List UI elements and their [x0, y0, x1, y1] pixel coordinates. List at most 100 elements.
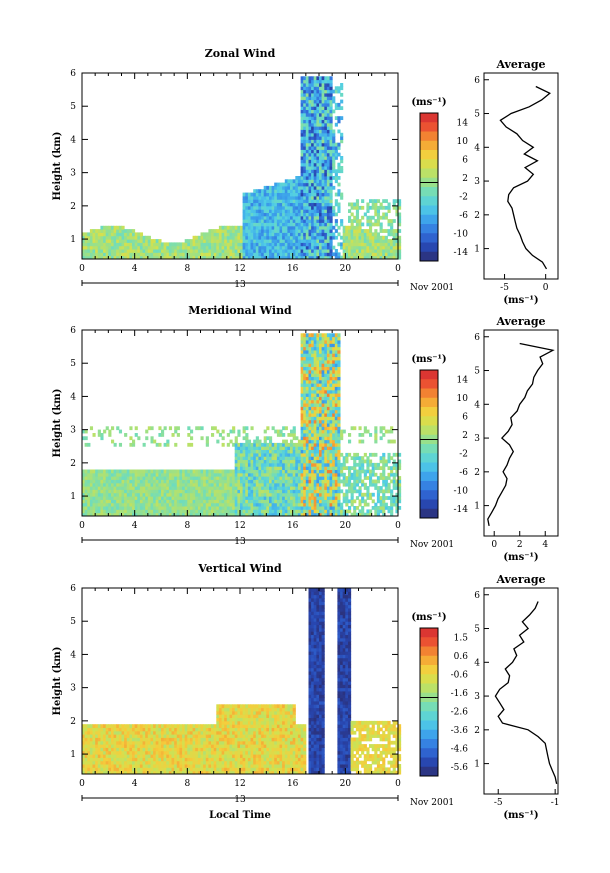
heatmap-cell [234, 492, 238, 497]
heatmap-cell [297, 209, 302, 214]
heatmap-cell [113, 496, 117, 500]
heatmap-cell [100, 229, 104, 233]
heatmap-cell [353, 215, 357, 220]
heatmap-cell [319, 166, 323, 170]
heatmap-cell [82, 512, 86, 517]
heatmap-cell [126, 492, 130, 497]
heatmap-cell [192, 512, 196, 517]
heatmap-cell [316, 225, 320, 230]
heatmap-cell [282, 255, 286, 260]
heatmap-cell [316, 172, 320, 177]
heatmap-cell [153, 506, 157, 510]
heatmap-cell [200, 245, 204, 250]
heatmap-cell [334, 486, 338, 490]
heatmap-cell [274, 506, 278, 510]
heatmap-cell [250, 202, 254, 207]
heatmap-cell [242, 442, 246, 447]
heatmap-cell [311, 126, 315, 130]
heatmap-cell [371, 215, 375, 220]
heatmap-cell [245, 255, 249, 260]
heatmap-cell [195, 496, 199, 500]
heatmap-cell [321, 489, 325, 494]
heatmap-cell [297, 242, 302, 247]
heatmap-cell [195, 255, 199, 260]
heatmap-cell [290, 202, 294, 207]
heatmap-cell [158, 512, 162, 517]
heatmap-cell [258, 249, 262, 253]
heatmap-cell [284, 482, 288, 487]
heatmap-cell [303, 225, 307, 230]
heatmap-cell [192, 489, 196, 494]
heatmap-cell [134, 506, 138, 510]
heatmap-cell [240, 486, 244, 490]
heatmap-cell [89, 489, 94, 494]
heatmap-cell [366, 242, 370, 247]
heatmap-cell [395, 235, 399, 240]
heatmap-cell [316, 116, 320, 121]
heatmap-cell [132, 499, 136, 504]
heatmap-cell [124, 479, 128, 484]
heatmap-cell [321, 202, 325, 207]
heatmap-cell [342, 229, 346, 233]
heatmap-cell [366, 512, 370, 517]
heatmap-cell [290, 442, 294, 447]
heatmap-cell [287, 255, 291, 260]
heatmap-cell [337, 442, 341, 447]
heatmap-cell [395, 452, 399, 457]
heatmap-cell [161, 476, 165, 480]
heatmap-cell [321, 142, 325, 147]
heatmap-cell [82, 760, 86, 765]
heatmap-cell [208, 486, 212, 490]
heatmap-cell [271, 489, 275, 494]
heatmap-cell [245, 472, 249, 477]
average-y-tick-label: 5 [474, 110, 480, 120]
heatmap-cell [324, 482, 328, 487]
heatmap-cell [216, 232, 220, 237]
heatmap-cell [382, 476, 386, 480]
heatmap-cell [229, 242, 233, 247]
heatmap-cell [161, 245, 165, 250]
heatmap-cell [147, 512, 151, 517]
heatmap-cell [155, 509, 159, 514]
colorbar-tick-label: 10 [457, 394, 469, 404]
heatmap-cell [221, 509, 225, 514]
heatmap-cell [295, 212, 299, 217]
heatmap-cell [308, 202, 312, 207]
heatmap-cell [242, 449, 246, 454]
heatmap-cell [240, 249, 244, 253]
heatmap-cell [332, 376, 336, 381]
heatmap-cell [337, 346, 341, 351]
heatmap-cell [319, 363, 323, 368]
heatmap-cell [250, 232, 254, 237]
heatmap-cell [337, 386, 341, 391]
heatmap-cell [332, 212, 336, 217]
heatmap-cell [139, 232, 144, 237]
heatmap-cell [305, 492, 309, 497]
heatmap-cell [374, 209, 378, 214]
heatmap-cell [316, 393, 320, 397]
heatmap-cell [108, 229, 112, 233]
heatmap-cell [103, 252, 107, 257]
heatmap-cell [313, 396, 317, 401]
heatmap-cell [308, 129, 312, 134]
heatmap-cell [282, 486, 286, 490]
heatmap-cell [358, 225, 362, 230]
heatmap-cell [142, 486, 146, 490]
heatmap-cell [313, 149, 317, 154]
heatmap-cell [321, 239, 325, 243]
heatmap-cell [279, 255, 283, 260]
heatmap-cell [350, 482, 354, 487]
heatmap-cell [358, 469, 362, 474]
heatmap-cell [308, 152, 312, 157]
heatmap-cell [324, 363, 328, 368]
heatmap-cell [326, 126, 331, 130]
heatmap-cell [329, 215, 333, 220]
heatmap-cell [274, 442, 278, 447]
heatmap-cell [213, 472, 217, 477]
heatmap-cell [321, 122, 325, 127]
heatmap-cell [166, 255, 170, 260]
heatmap-cell [142, 499, 146, 504]
heatmap-cell [271, 499, 275, 504]
heatmap-cell [300, 396, 304, 401]
heatmap-cell [118, 255, 123, 260]
